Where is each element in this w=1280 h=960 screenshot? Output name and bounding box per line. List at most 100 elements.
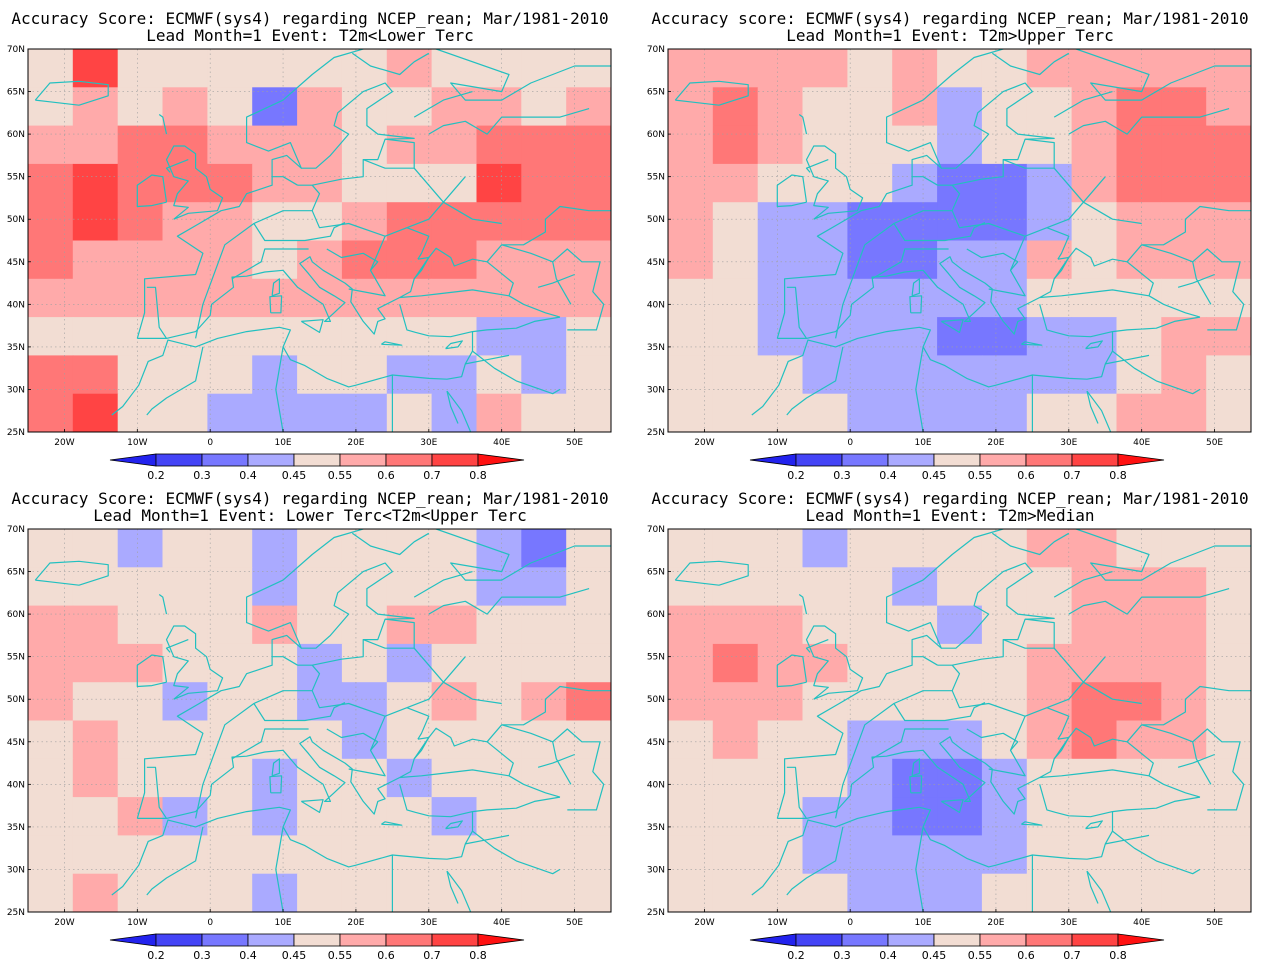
coastline <box>446 870 459 904</box>
coastline <box>136 49 611 339</box>
score-cell <box>117 873 164 912</box>
map-frame <box>27 48 612 433</box>
lon-tick-label: 20E <box>347 918 364 928</box>
score-cell <box>757 278 804 318</box>
coastline <box>231 728 309 760</box>
score-cell <box>712 87 759 127</box>
panel-title-line2: Lead Month=1 Event: T2m>Median <box>805 506 1095 525</box>
score-cell <box>757 125 804 165</box>
score-cell <box>28 202 74 242</box>
lat-tick-label: 25N <box>7 908 25 918</box>
lon-tick-label: 20E <box>987 438 1004 448</box>
score-cell <box>981 605 1028 645</box>
coastline <box>1068 588 1230 615</box>
coastline <box>413 571 473 598</box>
lat-tick-label: 25N <box>647 428 665 438</box>
score-cell <box>1206 643 1251 683</box>
coastline <box>253 222 346 242</box>
coastline <box>326 728 379 751</box>
coastline <box>1105 834 1150 845</box>
coastline <box>34 80 109 106</box>
score-cell <box>28 317 74 356</box>
score-cell <box>892 278 938 318</box>
coastline <box>1148 295 1201 318</box>
score-cell <box>1116 720 1162 760</box>
score-cell <box>802 87 848 127</box>
coastline <box>158 114 168 135</box>
score-cell <box>1116 643 1162 683</box>
lat-tick-label: 30N <box>647 385 665 395</box>
score-cell <box>162 605 208 645</box>
score-cell <box>892 643 938 683</box>
lat-tick-label: 60N <box>647 130 665 140</box>
lon-tick-label: 20E <box>987 918 1004 928</box>
score-cell <box>117 317 164 356</box>
score-cell <box>476 758 522 798</box>
score-cell <box>386 163 433 203</box>
score-cell <box>72 202 119 242</box>
coastline <box>786 346 844 416</box>
score-cell <box>757 758 804 798</box>
score-cell <box>117 797 164 836</box>
coastline <box>937 562 1055 666</box>
lon-tick-label: 50E <box>566 918 583 928</box>
score-cell <box>521 567 567 607</box>
score-cell <box>431 393 477 432</box>
score-cell <box>1206 529 1251 568</box>
lat-tick-label: 45N <box>647 738 665 748</box>
score-cell <box>1071 835 1117 875</box>
score-cell <box>117 835 164 875</box>
score-cell <box>802 605 848 645</box>
lat-tick-label: 65N <box>647 88 665 98</box>
lon-tick-label: 0 <box>207 438 213 448</box>
score-cell <box>207 278 253 318</box>
colorbar-label: 0.8 <box>1109 949 1127 960</box>
score-cell <box>28 163 74 203</box>
coastline <box>146 286 168 339</box>
score-cell <box>892 529 938 568</box>
lon-tick-label: 20E <box>347 438 364 448</box>
score-cell <box>712 393 759 432</box>
lat-tick-label: 45N <box>7 738 25 748</box>
score-cell <box>566 163 611 203</box>
contour-map: 70N 65N 60N 55N 50N 45N 40N 35N 30N 25N 20W 10W 0 10E… <box>7 525 612 960</box>
lon-tick-label: 0 <box>847 918 853 928</box>
score-cell <box>1161 797 1207 836</box>
score-cell <box>937 240 983 280</box>
score-cell <box>1161 605 1207 645</box>
lat-tick-label: 35N <box>7 823 25 833</box>
score-cell <box>1206 355 1251 395</box>
lat-tick-label: 35N <box>7 343 25 353</box>
score-cell <box>476 797 522 836</box>
colorbar-label: 0.45 <box>922 469 947 482</box>
coastline <box>1053 571 1113 598</box>
score-cell <box>162 125 208 165</box>
coastline <box>1053 91 1113 118</box>
score-cell <box>476 49 522 88</box>
lon-tick-label: 0 <box>847 438 853 448</box>
score-cell <box>802 529 848 568</box>
score-cell <box>207 605 253 645</box>
colorbar-label: 0.2 <box>147 469 165 482</box>
score-cell <box>668 125 714 165</box>
score-cell <box>566 605 611 645</box>
score-cell <box>252 163 298 203</box>
score-cell <box>847 49 893 88</box>
score-cell <box>757 605 804 645</box>
score-cell <box>566 49 611 88</box>
coastline <box>1112 350 1201 395</box>
colorbar-label: 0.45 <box>282 949 307 960</box>
colorbar-label: 0.6 <box>1017 469 1035 482</box>
score-cell <box>252 317 298 356</box>
score-cell <box>1161 163 1207 203</box>
score-cell <box>1026 240 1073 280</box>
coastline <box>269 775 283 794</box>
score-cell <box>431 355 477 395</box>
score-cell <box>207 163 253 203</box>
coastline <box>537 753 575 768</box>
score-cell <box>1206 797 1251 836</box>
score-cell <box>297 87 343 127</box>
score-cell <box>521 87 567 127</box>
score-cell <box>476 643 522 683</box>
coastline <box>798 114 808 135</box>
